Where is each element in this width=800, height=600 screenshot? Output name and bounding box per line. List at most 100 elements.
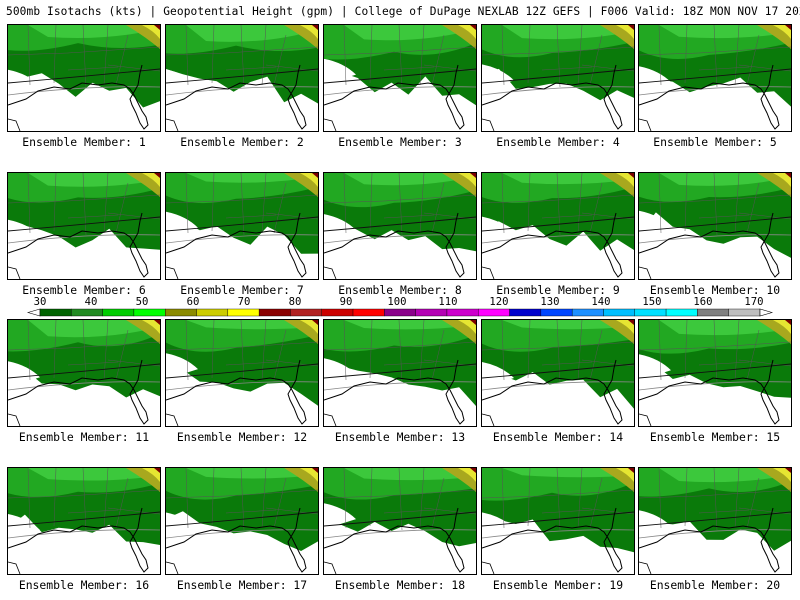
height-contour xyxy=(639,381,791,391)
state-boundary xyxy=(541,214,593,219)
isotach-60-area xyxy=(126,468,160,492)
ensemble-member-label: Ensemble Member: 5 xyxy=(653,135,777,149)
state-boundary xyxy=(383,46,476,54)
isotach-80-area xyxy=(154,320,160,325)
state-boundary xyxy=(734,320,740,381)
colorbar-segment xyxy=(39,308,72,317)
ensemble-member-label: Ensemble Member: 2 xyxy=(180,135,304,149)
state-boundary xyxy=(482,52,543,56)
state-boundary xyxy=(431,182,445,234)
isotach-80-area xyxy=(628,320,634,325)
state-boundary xyxy=(185,468,189,529)
mexico-coastline xyxy=(8,413,21,426)
state-boundary xyxy=(527,468,531,527)
mexico-coastline xyxy=(482,561,495,574)
ensemble-member-label: Ensemble Member: 9 xyxy=(496,283,620,297)
mexico-coastline xyxy=(8,118,21,131)
state-boundary xyxy=(324,347,385,351)
state-boundary xyxy=(166,347,227,351)
isotach-70-area xyxy=(616,25,634,39)
state-boundary xyxy=(639,495,700,499)
mexico-coastline xyxy=(166,561,179,574)
mexico-coastline xyxy=(8,266,21,279)
state-boundary xyxy=(383,194,476,202)
isotach-50-area xyxy=(344,320,476,330)
mexico-coastline xyxy=(166,118,179,131)
height-contour xyxy=(324,381,476,391)
coastline xyxy=(482,64,623,130)
height-contour xyxy=(8,363,160,379)
mexico-coastline xyxy=(482,413,495,426)
ensemble-map-panel xyxy=(7,467,161,575)
colorbar-tick-label: 110 xyxy=(438,296,458,308)
ensemble-member-label: Ensemble Member: 8 xyxy=(338,283,462,297)
state-boundary xyxy=(8,52,69,56)
state-boundary xyxy=(67,489,160,497)
height-contour xyxy=(8,381,160,391)
height-contour xyxy=(324,68,476,84)
isotach-60-area xyxy=(442,25,476,49)
height-contour xyxy=(324,511,476,527)
state-boundary xyxy=(82,173,87,236)
isotach-50-area xyxy=(659,25,791,39)
state-boundary xyxy=(383,489,476,497)
below-threshold-area xyxy=(166,211,198,238)
state-boundary xyxy=(82,468,87,531)
state-boundary xyxy=(8,347,69,351)
map-title: 500mb Isotachs (kts) | Geopotential Heig… xyxy=(6,5,800,18)
height-contour xyxy=(166,216,318,232)
height-contour xyxy=(324,234,476,244)
coastline xyxy=(482,507,623,573)
height-contour xyxy=(166,511,318,527)
state-boundary xyxy=(698,509,750,514)
height-contour xyxy=(482,86,634,96)
state-boundary xyxy=(82,25,87,88)
colorbar-segment xyxy=(697,308,729,317)
coastline xyxy=(639,212,780,278)
ensemble-map-panel xyxy=(481,172,635,280)
ensemble-member-label: Ensemble Member: 14 xyxy=(492,430,624,444)
isotach-70-area xyxy=(300,173,318,187)
isotach-80-area xyxy=(470,468,476,473)
ensemble-map-panel xyxy=(165,319,319,427)
below-threshold-area xyxy=(324,358,356,385)
height-contour xyxy=(639,68,791,84)
height-contour xyxy=(324,86,476,96)
state-boundary xyxy=(541,194,634,202)
state-boundary xyxy=(103,468,109,529)
colorbar-tick-label: 140 xyxy=(591,296,611,308)
state-boundary xyxy=(27,173,31,234)
isotach-70-area xyxy=(773,25,791,39)
isotach-50-area xyxy=(28,468,160,481)
state-boundary xyxy=(746,477,760,529)
state-boundary xyxy=(82,320,87,383)
isotach-70-area xyxy=(300,25,318,39)
isotach-80-area xyxy=(785,468,791,473)
ensemble-map-panel xyxy=(481,319,635,427)
height-contour xyxy=(639,363,791,379)
colorbar-tick-label: 70 xyxy=(237,296,251,308)
isotach-50-area xyxy=(28,320,160,338)
colorbar-segment xyxy=(384,308,416,317)
height-contour xyxy=(639,529,791,539)
isotach-60-area xyxy=(757,320,791,344)
colorbar-segment xyxy=(446,308,479,317)
height-contour xyxy=(639,234,791,244)
state-boundary xyxy=(541,361,593,366)
state-boundary xyxy=(27,25,31,86)
state-boundary xyxy=(398,25,403,88)
colorbar-tick-label: 50 xyxy=(135,296,149,308)
below-threshold-area xyxy=(324,503,356,530)
height-contour xyxy=(639,511,791,527)
colorbar-tick-label: 130 xyxy=(540,296,560,308)
isotach-50-area xyxy=(502,468,634,478)
state-boundary xyxy=(67,509,119,514)
state-boundary xyxy=(482,200,543,204)
ensemble-member-label: Ensemble Member: 12 xyxy=(176,430,308,444)
state-boundary xyxy=(225,46,318,54)
coastline xyxy=(324,507,465,573)
isotach-80-area xyxy=(785,320,791,325)
isotach-70-area xyxy=(142,320,160,334)
state-boundary xyxy=(398,468,403,531)
state-boundary xyxy=(482,347,543,351)
